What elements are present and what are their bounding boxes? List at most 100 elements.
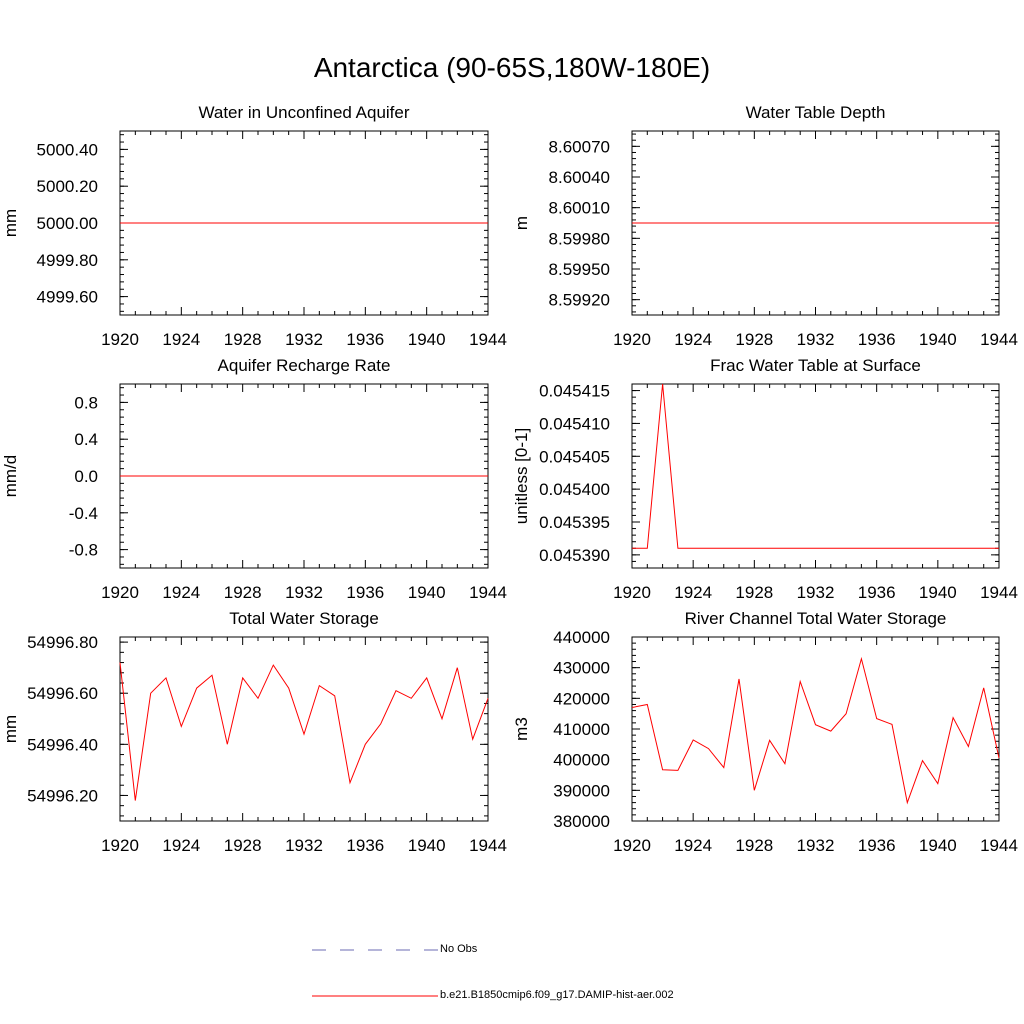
y-tick-label: 54996.80 bbox=[27, 633, 98, 652]
x-tick-label: 1936 bbox=[346, 330, 384, 349]
x-tick-label: 1920 bbox=[101, 583, 139, 602]
panel-3: Aquifer Recharge Rate mm/d 1920 1924 1928 193… bbox=[1, 356, 507, 602]
y-tick-label: 8.60040 bbox=[549, 168, 610, 187]
legend-label-model-run: b.e21.B1850cmip6.f09_g17.DAMIP-hist-aer.… bbox=[440, 989, 674, 1001]
x-tick-label: 1944 bbox=[980, 330, 1018, 349]
panel-title: Frac Water Table at Surface bbox=[710, 356, 921, 375]
y-axis-label: mm bbox=[1, 715, 20, 743]
y-tick-label: 8.59920 bbox=[549, 291, 610, 310]
y-tick-label: 8.60010 bbox=[549, 199, 610, 218]
x-tick-label: 1936 bbox=[346, 836, 384, 855]
panel-title: Aquifer Recharge Rate bbox=[218, 356, 391, 375]
x-tick-label: 1944 bbox=[469, 583, 507, 602]
x-tick-label: 1932 bbox=[797, 330, 835, 349]
x-tick-label: 1928 bbox=[224, 330, 262, 349]
plot-frame bbox=[631, 383, 1000, 569]
x-tick-label: 1920 bbox=[613, 330, 651, 349]
x-tick-label: 1944 bbox=[980, 836, 1018, 855]
y-tick-label: 0.8 bbox=[74, 393, 98, 412]
figure-title: Antarctica (90-65S,180W-180E) bbox=[313, 52, 711, 83]
x-tick-label: 1928 bbox=[735, 836, 773, 855]
x-tick-label: 1924 bbox=[674, 583, 712, 602]
series-line bbox=[119, 662, 489, 801]
x-tick-label: 1920 bbox=[613, 583, 651, 602]
y-tick-label: 380000 bbox=[553, 812, 610, 831]
y-tick-label: 0.4 bbox=[74, 430, 98, 449]
y-tick-label: 0.045405 bbox=[539, 447, 610, 466]
series-line bbox=[632, 383, 999, 549]
panel-title: Water Table Depth bbox=[746, 103, 886, 122]
x-tick-label: 1936 bbox=[858, 330, 896, 349]
y-tick-label: 8.59980 bbox=[549, 229, 610, 248]
x-tick-label: 1936 bbox=[858, 583, 896, 602]
y-tick-label: 5000.40 bbox=[37, 140, 98, 159]
y-tick-label: 8.60070 bbox=[549, 137, 610, 156]
x-tick-label: 1940 bbox=[408, 583, 446, 602]
x-tick-label: 1928 bbox=[224, 836, 262, 855]
panel-6: River Channel Total Water Storage m3 1920 1… bbox=[512, 609, 1018, 855]
x-tick-label: 1940 bbox=[919, 583, 957, 602]
panel-title: Water in Unconfined Aquifer bbox=[198, 103, 409, 122]
y-tick-label: 5000.00 bbox=[37, 214, 98, 233]
y-tick-label: 8.59950 bbox=[549, 260, 610, 279]
y-tick-label: 5000.20 bbox=[37, 177, 98, 196]
x-tick-label: 1944 bbox=[980, 583, 1018, 602]
x-tick-label: 1924 bbox=[674, 330, 712, 349]
plot-frame bbox=[119, 636, 489, 822]
y-axis-label: unitless [0-1] bbox=[512, 428, 531, 524]
y-tick-label: 0.045395 bbox=[539, 513, 610, 532]
panel-2: Water Table Depth m 1920 1924 1928 1932 1936 19… bbox=[512, 103, 1018, 349]
y-axis-label: mm/d bbox=[1, 455, 20, 498]
y-tick-label: 0.045415 bbox=[539, 382, 610, 401]
legend-label-no-obs: No Obs bbox=[440, 943, 478, 955]
y-axis-label: m bbox=[512, 216, 531, 230]
panel-title: River Channel Total Water Storage bbox=[685, 609, 947, 628]
y-tick-label: 0.0 bbox=[74, 467, 98, 486]
x-tick-label: 1944 bbox=[469, 330, 507, 349]
x-tick-label: 1940 bbox=[408, 836, 446, 855]
x-tick-label: 1944 bbox=[469, 836, 507, 855]
y-tick-label: 400000 bbox=[553, 751, 610, 770]
plot-frame bbox=[631, 636, 1000, 822]
y-axis-label: mm bbox=[1, 209, 20, 237]
y-tick-label: -0.8 bbox=[69, 541, 98, 560]
x-tick-label: 1924 bbox=[162, 836, 200, 855]
x-tick-label: 1940 bbox=[408, 330, 446, 349]
x-tick-label: 1932 bbox=[285, 583, 323, 602]
x-tick-label: 1932 bbox=[285, 836, 323, 855]
panel-1: Water in Unconfined Aquifer mm 1920 1924 192… bbox=[1, 103, 507, 349]
y-tick-label: -0.4 bbox=[69, 504, 98, 523]
x-tick-label: 1920 bbox=[613, 836, 651, 855]
y-tick-label: 0.045400 bbox=[539, 480, 610, 499]
y-tick-label: 4999.80 bbox=[37, 251, 98, 270]
x-tick-label: 1920 bbox=[101, 330, 139, 349]
y-tick-label: 54996.40 bbox=[27, 735, 98, 754]
y-tick-label: 54996.60 bbox=[27, 684, 98, 703]
x-tick-label: 1936 bbox=[346, 583, 384, 602]
x-tick-label: 1920 bbox=[101, 836, 139, 855]
y-axis-label: m3 bbox=[512, 717, 531, 741]
y-tick-label: 0.045410 bbox=[539, 414, 610, 433]
series-line bbox=[631, 656, 1000, 805]
x-tick-label: 1924 bbox=[162, 583, 200, 602]
x-tick-label: 1928 bbox=[735, 330, 773, 349]
x-tick-label: 1932 bbox=[285, 330, 323, 349]
x-tick-label: 1940 bbox=[919, 330, 957, 349]
y-tick-label: 420000 bbox=[553, 689, 610, 708]
x-tick-label: 1932 bbox=[797, 583, 835, 602]
y-tick-label: 390000 bbox=[553, 781, 610, 800]
x-tick-label: 1936 bbox=[858, 836, 896, 855]
panel-5: Total Water Storage mm 1920 1924 1928 1932 193… bbox=[1, 609, 507, 855]
y-tick-label: 430000 bbox=[553, 659, 610, 678]
x-tick-label: 1928 bbox=[224, 583, 262, 602]
panel-title: Total Water Storage bbox=[229, 609, 379, 628]
y-tick-label: 4999.60 bbox=[37, 288, 98, 307]
x-tick-label: 1924 bbox=[162, 330, 200, 349]
x-tick-label: 1940 bbox=[919, 836, 957, 855]
y-tick-label: 54996.20 bbox=[27, 786, 98, 805]
panel-4: Frac Water Table at Surface unitless [0-1… bbox=[512, 356, 1018, 602]
x-tick-label: 1928 bbox=[735, 583, 773, 602]
y-tick-label: 410000 bbox=[553, 720, 610, 739]
